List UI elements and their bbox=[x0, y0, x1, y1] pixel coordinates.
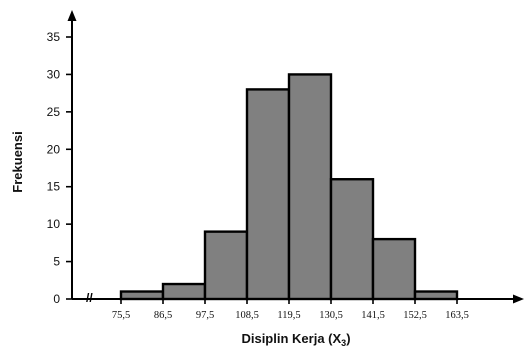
x-tick-label: 75,5 bbox=[112, 310, 130, 321]
x-ticks-group: 75,5 86,5 97,5 108,5 119,5 130,5 141,5 152,5 163… bbox=[112, 299, 469, 321]
y-tick-label: 30 bbox=[47, 67, 61, 81]
y-tick-label: 5 bbox=[53, 255, 60, 269]
x-axis-label-suffix: ) bbox=[346, 331, 350, 346]
x-axis-label: Disiplin Kerja (X3) bbox=[241, 331, 350, 348]
y-tick-label: 15 bbox=[47, 180, 61, 194]
x-axis-arrow bbox=[513, 294, 524, 304]
histogram-bar bbox=[245, 88, 291, 301]
x-tick-label: 163,5 bbox=[445, 310, 469, 321]
x-tick-label: 130,5 bbox=[319, 310, 343, 321]
histogram-bar bbox=[329, 178, 375, 301]
histogram-bar bbox=[161, 282, 207, 301]
y-tick-label: 25 bbox=[47, 105, 61, 119]
axes-group: // bbox=[67, 10, 524, 305]
x-tick-label: 152,5 bbox=[403, 310, 427, 321]
histogram-bar bbox=[287, 73, 333, 301]
y-tick-label: 20 bbox=[47, 142, 61, 156]
x-axis-label-subscript: 3 bbox=[341, 338, 346, 348]
x-tick-label: 108,5 bbox=[235, 310, 259, 321]
histogram-bar bbox=[203, 230, 249, 301]
y-axis-label: Frekuensi bbox=[10, 131, 25, 192]
x-tick-label: 86,5 bbox=[154, 310, 172, 321]
y-tick-label: 0 bbox=[53, 292, 60, 306]
axis-break-symbol: // bbox=[86, 291, 93, 305]
y-ticks-group: 0 5 10 15 20 25 30 35 bbox=[47, 30, 72, 306]
y-tick-label: 35 bbox=[47, 30, 61, 44]
y-tick-label: 10 bbox=[47, 217, 61, 231]
x-axis-label-main: Disiplin Kerja (X bbox=[241, 331, 341, 346]
x-tick-label: 119,5 bbox=[277, 310, 300, 321]
x-tick-label: 141,5 bbox=[361, 310, 385, 321]
histogram-bar bbox=[371, 237, 417, 301]
bars-group bbox=[119, 73, 459, 301]
x-tick-label: 97,5 bbox=[196, 310, 214, 321]
histogram-bar bbox=[413, 290, 459, 301]
y-axis-arrow bbox=[67, 10, 77, 21]
histogram-bar bbox=[119, 290, 165, 301]
